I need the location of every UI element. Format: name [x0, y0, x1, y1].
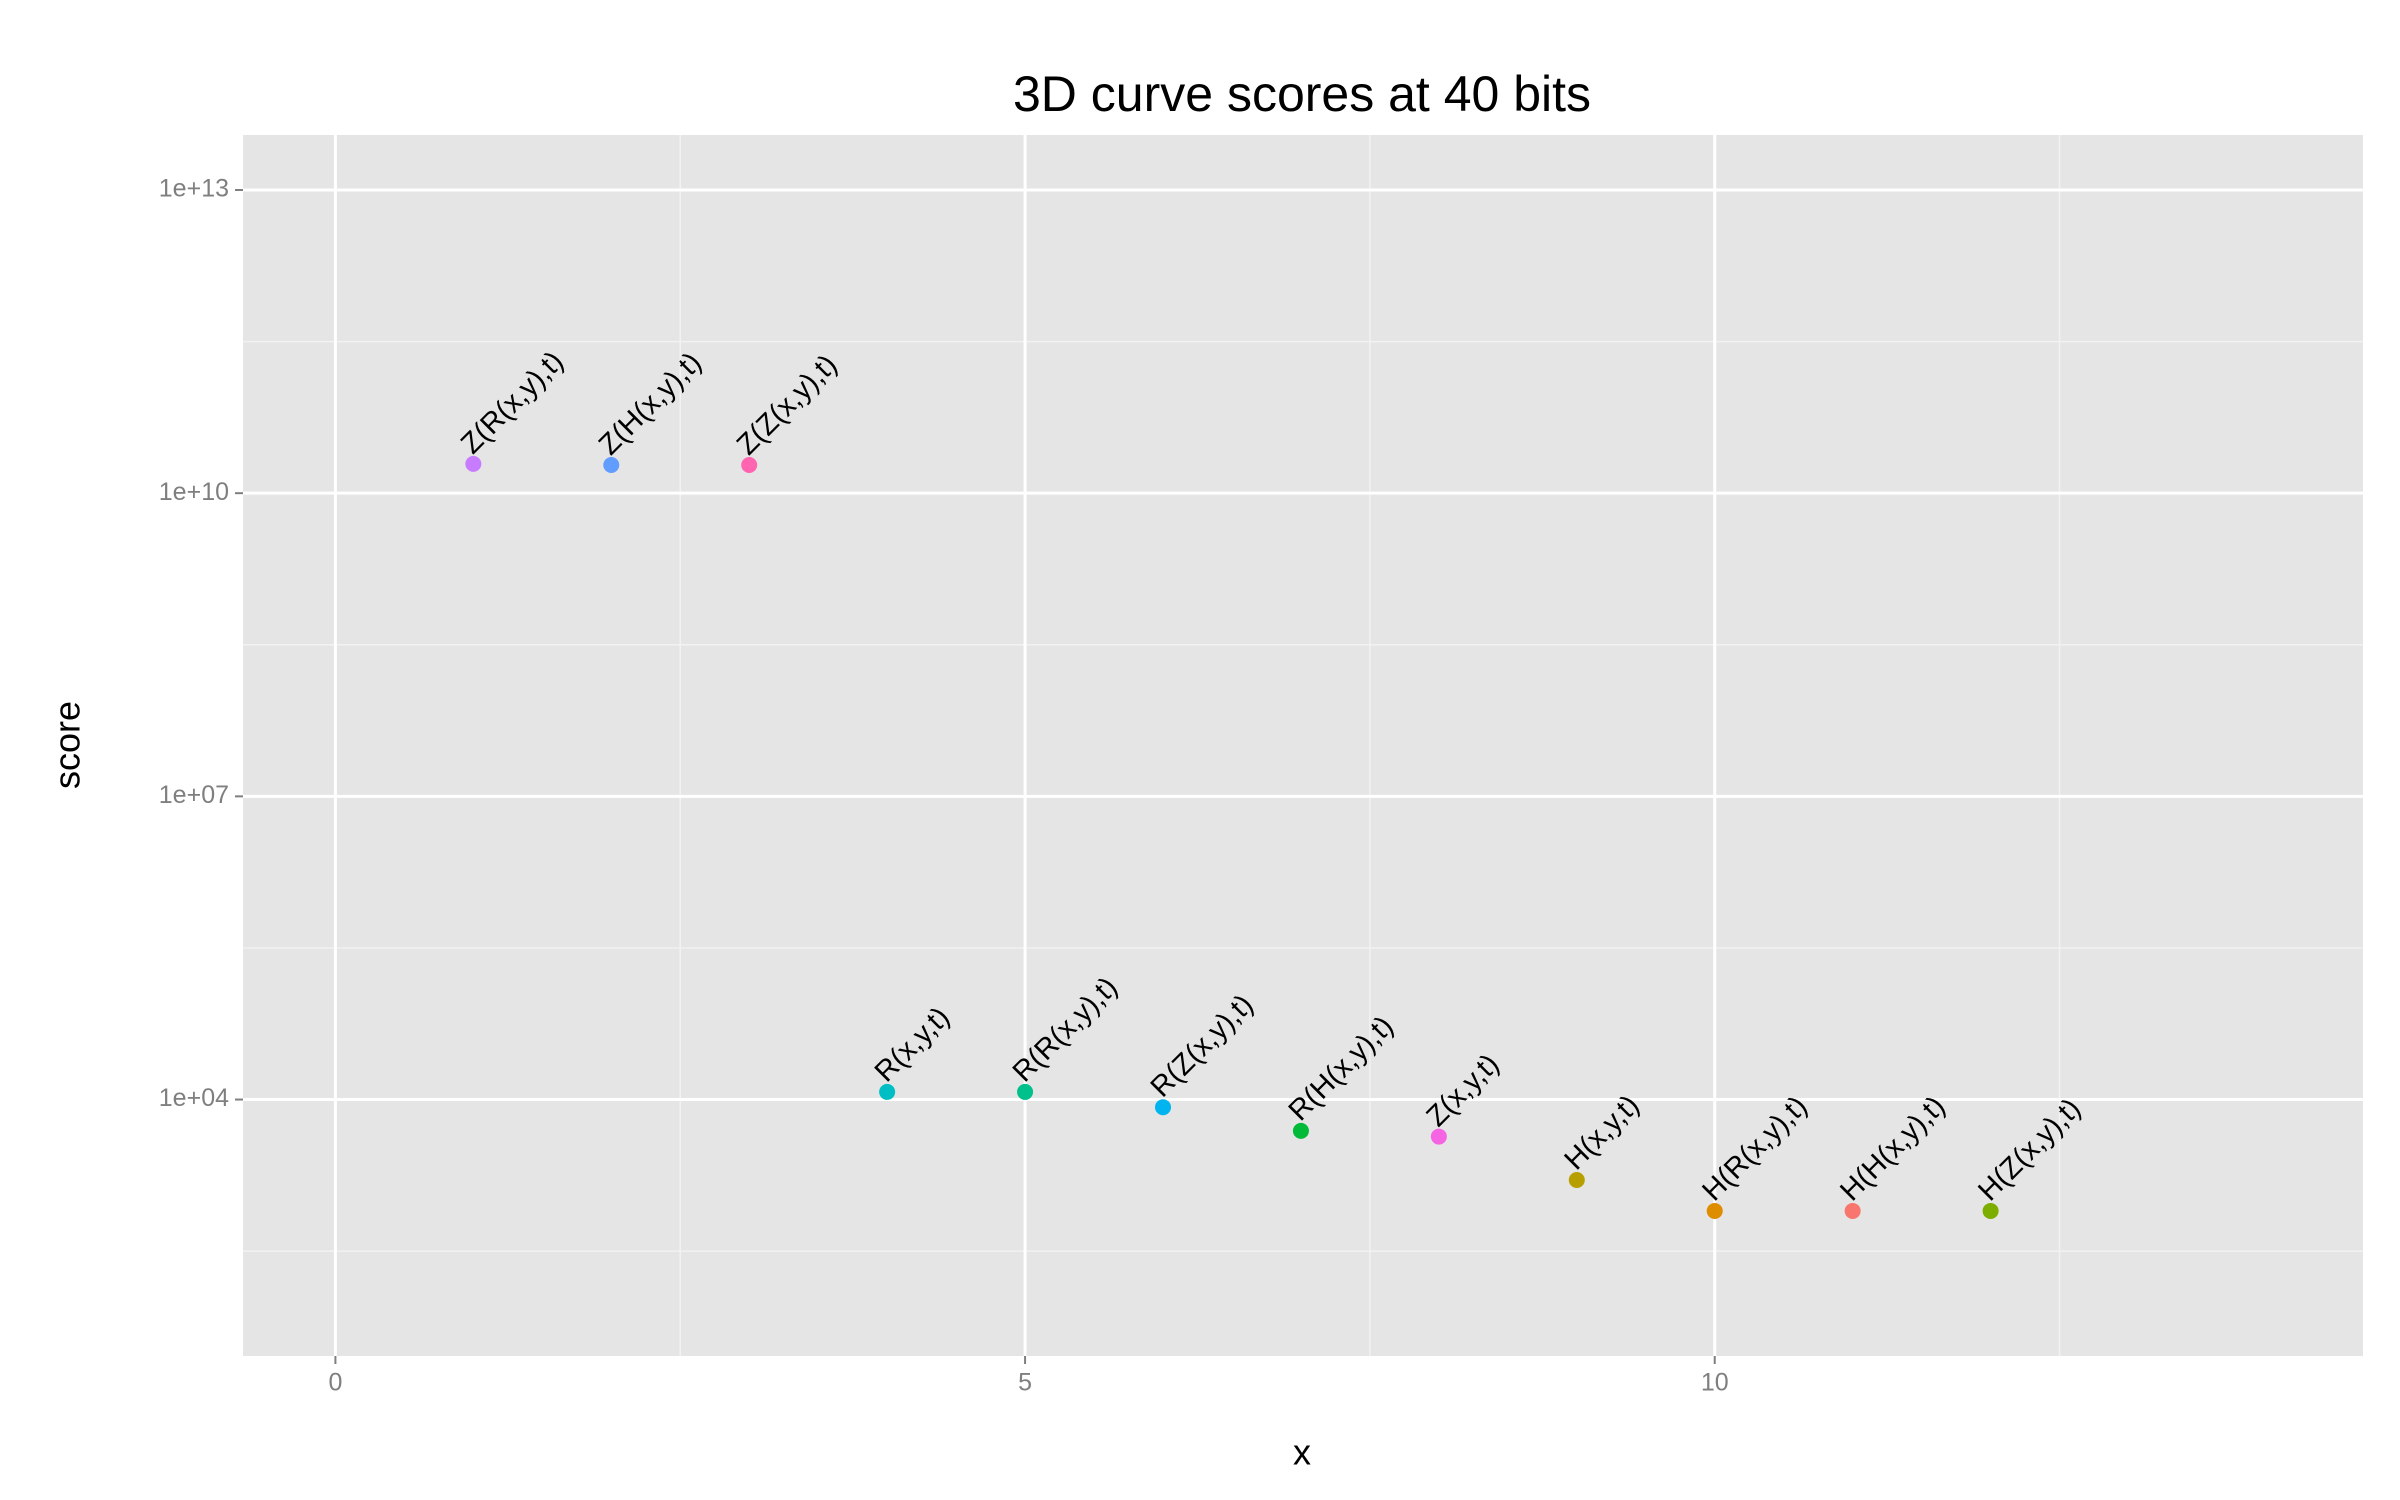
x-tick-label: 10 — [1701, 1369, 1729, 1397]
point — [1982, 1202, 1999, 1219]
point — [1155, 1099, 1171, 1116]
point — [1430, 1128, 1447, 1145]
x-tick-label: 0 — [328, 1369, 342, 1397]
point — [1017, 1083, 1034, 1100]
x-axis-title: x — [1293, 1432, 1311, 1473]
point — [465, 455, 482, 472]
y-tick-label: 1e+10 — [159, 478, 229, 506]
plot-panel — [243, 135, 2363, 1356]
y-tick-label: 1e+07 — [159, 781, 229, 809]
point — [1844, 1202, 1861, 1219]
chart-title: 3D curve scores at 40 bits — [1013, 66, 1591, 122]
point — [879, 1083, 896, 1100]
point — [741, 456, 758, 473]
point — [1292, 1122, 1309, 1139]
point — [1706, 1202, 1723, 1219]
x-tick-label: 5 — [1018, 1369, 1032, 1397]
point — [603, 456, 620, 473]
y-tick-label: 1e+13 — [159, 175, 229, 203]
y-tick-label: 1e+04 — [159, 1084, 229, 1112]
point — [1568, 1171, 1585, 1188]
y-axis-title: score — [47, 701, 88, 789]
